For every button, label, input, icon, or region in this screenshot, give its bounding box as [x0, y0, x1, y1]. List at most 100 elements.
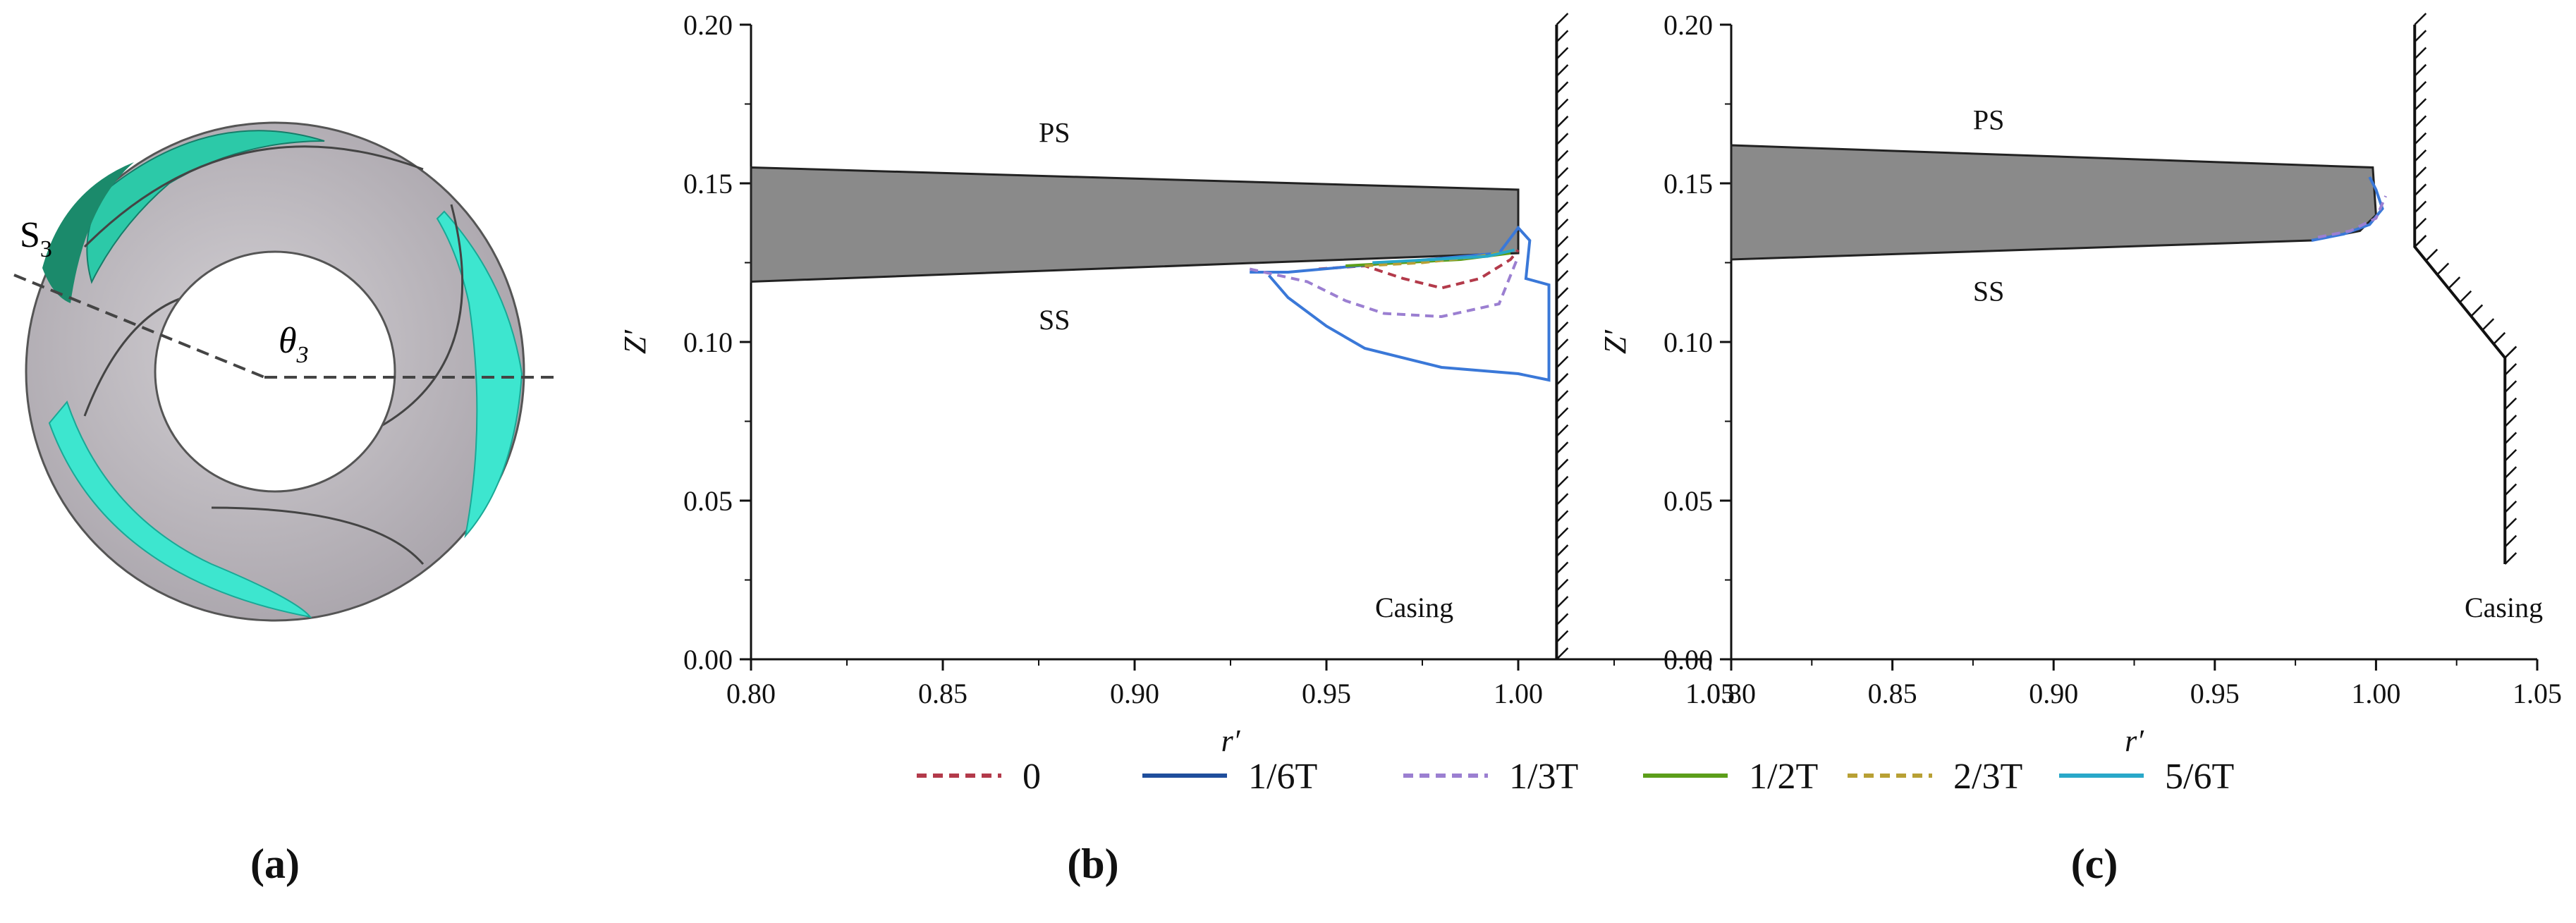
chart-c: 0.80 0.85 0.90 0.95 1.00 1.05 0.00 0.05 0.10 0.1…	[1598, 9, 2562, 887]
y-tick-label: 0.20	[1664, 9, 1713, 41]
casing-hatch	[1556, 116, 1569, 128]
impeller-diagram: S3 θ3 (a)	[13, 121, 557, 887]
blade-curve-2	[373, 204, 464, 432]
angle-label: θ3	[279, 321, 309, 368]
series-5-6T	[1372, 248, 1515, 264]
casing-hatch	[2504, 466, 2517, 479]
dark-region	[42, 162, 134, 303]
casing-hatch	[1556, 201, 1569, 214]
y-tick-label: 0.15	[1664, 168, 1713, 200]
ss-label: SS	[1973, 276, 2005, 307]
casing-line	[2413, 25, 2507, 564]
ps-label: PS	[1039, 117, 1070, 149]
legend-label: 0	[1023, 757, 1041, 797]
blade-curve-1	[83, 145, 424, 248]
casing-hatch	[2482, 318, 2495, 331]
legend-label: 5/6T	[2165, 757, 2234, 797]
casing-hatch	[2414, 217, 2427, 231]
ss-label: SS	[1039, 304, 1070, 336]
casing-hatch	[2504, 534, 2517, 548]
x-tick-label: 0.85	[1868, 678, 1917, 709]
casing-hatch	[1556, 407, 1569, 420]
casing-hatch	[2448, 276, 2461, 289]
casing-hatch	[2504, 362, 2517, 376]
casing-hatch	[2414, 63, 2427, 77]
casing-hatch	[2504, 432, 2517, 445]
casing-hatch	[2504, 518, 2517, 531]
casing-hatch	[2493, 331, 2506, 345]
casing-hatch	[1556, 475, 1569, 489]
ps-label: PS	[1973, 104, 2005, 136]
casing-hatch	[2414, 235, 2427, 247]
panel-label-c: (c)	[2071, 841, 2118, 887]
casing-hatch	[1556, 321, 1569, 334]
x-tick-label: 0.95	[2190, 678, 2240, 709]
casing-hatch	[2414, 81, 2427, 94]
x-tick-label: 0.85	[918, 678, 967, 709]
cyan-region-right	[436, 210, 523, 539]
y-tick-label: 0.10	[1664, 326, 1713, 358]
casing-hatch	[2414, 200, 2427, 214]
blade-curve-4	[211, 506, 425, 565]
casing-hatch	[1556, 630, 1569, 643]
x-tick-label: 0.90	[2029, 678, 2078, 709]
casing-wall	[2413, 13, 2517, 565]
y-tick-label: 0.20	[683, 9, 733, 41]
casing-hatch	[2504, 552, 2517, 565]
casing-hatch	[1556, 355, 1569, 369]
casing-hatch	[1556, 372, 1569, 386]
casing-hatch	[1556, 613, 1569, 626]
y-axis-label: Z′	[618, 329, 652, 354]
series-1-3T	[1249, 255, 1520, 319]
casing-hatch	[1556, 596, 1569, 609]
casing-hatch	[2504, 500, 2517, 513]
casing-hatch	[2414, 115, 2427, 128]
casing-hatch	[1556, 167, 1569, 180]
section-line	[13, 274, 265, 379]
legend-label: 1/2T	[1749, 757, 1818, 797]
blade-section	[1730, 144, 2377, 261]
casing-hatch	[1556, 561, 1569, 575]
legend: 0 1/6T 1/3T 1/2T 2/3T 5/6T	[917, 757, 2234, 797]
y-tick-label: 0.00	[1664, 644, 1713, 676]
casing-hatch	[2414, 30, 2427, 43]
hub-hole	[154, 250, 396, 493]
casing-hatch	[2414, 98, 2427, 111]
casing-hatch	[1556, 647, 1569, 660]
casing-hatch	[2425, 248, 2438, 262]
y-tick-label: 0.05	[1664, 485, 1713, 517]
casing-hatch	[2459, 290, 2472, 303]
casing-hatch	[2504, 397, 2517, 410]
casing-hatch	[1556, 184, 1569, 197]
casing-hatch	[2504, 448, 2517, 462]
casing-hatch	[2504, 346, 2517, 359]
x-tick-label: 1.00	[1494, 678, 1543, 709]
casing-hatch	[1556, 390, 1569, 403]
casing-hatch	[2414, 13, 2427, 25]
series-1-3T	[2317, 195, 2387, 239]
casing-hatch	[1556, 13, 1569, 25]
casing-label: Casing	[1375, 592, 1453, 623]
casing-hatch	[1556, 424, 1569, 437]
casing-hatch	[1556, 527, 1569, 540]
y-tick-label: 0.05	[683, 485, 733, 517]
x-axis-label: r′	[1221, 723, 1241, 758]
casing-hatch	[1556, 441, 1569, 454]
panel-label-b: (b)	[1067, 841, 1118, 887]
casing-hatch	[2504, 483, 2517, 496]
y-tick-label: 0.10	[683, 326, 733, 358]
casing-hatch	[1556, 236, 1569, 249]
x-tick-label: 1.05	[2513, 678, 2562, 709]
casing-hatch	[2436, 262, 2450, 276]
casing-hatch	[2414, 166, 2427, 179]
legend-label: 2/3T	[1953, 757, 2022, 797]
casing-hatch	[2414, 47, 2427, 60]
casing-hatch	[1556, 30, 1569, 43]
y-tick-label: 0.15	[683, 168, 733, 200]
y-tick-label: 0.00	[683, 644, 733, 676]
casing-hatch	[1556, 458, 1569, 472]
casing-hatch	[2414, 149, 2427, 162]
casing-hatch	[1556, 47, 1569, 60]
legend-label: 1/6T	[1248, 757, 1317, 797]
